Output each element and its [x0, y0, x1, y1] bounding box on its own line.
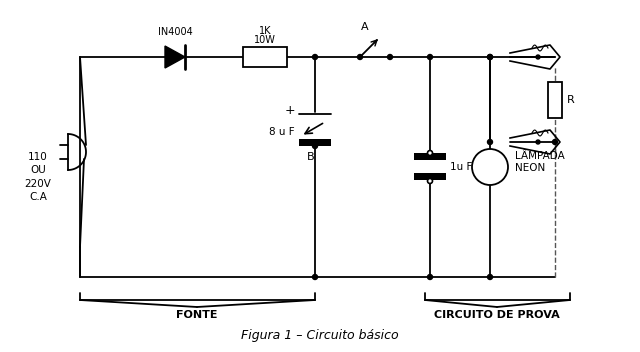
Text: R: R [567, 95, 575, 105]
Text: 10W: 10W [254, 35, 276, 45]
Text: B: B [307, 152, 315, 162]
Text: A: A [361, 22, 369, 32]
Text: 110
OU
220V
C.A: 110 OU 220V C.A [24, 152, 51, 202]
Text: CIRCUITO DE PROVA: CIRCUITO DE PROVA [434, 310, 560, 320]
Circle shape [536, 140, 540, 144]
Circle shape [428, 55, 433, 59]
Circle shape [312, 144, 317, 149]
Text: IN4004: IN4004 [157, 27, 193, 37]
Circle shape [312, 275, 317, 279]
Bar [299, 139, 331, 146]
Bar [243, 47, 287, 67]
Circle shape [428, 151, 433, 156]
Text: 1u F: 1u F [450, 162, 472, 172]
Circle shape [488, 275, 493, 279]
Circle shape [536, 55, 540, 59]
Circle shape [552, 139, 557, 145]
Text: 8 u F: 8 u F [269, 127, 295, 137]
Circle shape [312, 55, 317, 59]
Text: Figura 1 – Circuito básico: Figura 1 – Circuito básico [241, 329, 399, 342]
Bar [548, 82, 562, 118]
Circle shape [428, 275, 433, 279]
Circle shape [358, 55, 362, 59]
Circle shape [387, 55, 392, 59]
Circle shape [488, 139, 493, 145]
Circle shape [488, 55, 493, 59]
Text: 1K: 1K [259, 26, 271, 36]
Text: LÂMPADA
NEON: LÂMPADA NEON [515, 151, 564, 173]
Circle shape [488, 55, 493, 59]
Bar [414, 153, 446, 160]
Polygon shape [165, 46, 185, 68]
Circle shape [472, 149, 508, 185]
Text: +: + [284, 103, 295, 117]
Circle shape [428, 178, 433, 183]
Bar [414, 173, 446, 180]
Text: FONTE: FONTE [176, 310, 218, 320]
